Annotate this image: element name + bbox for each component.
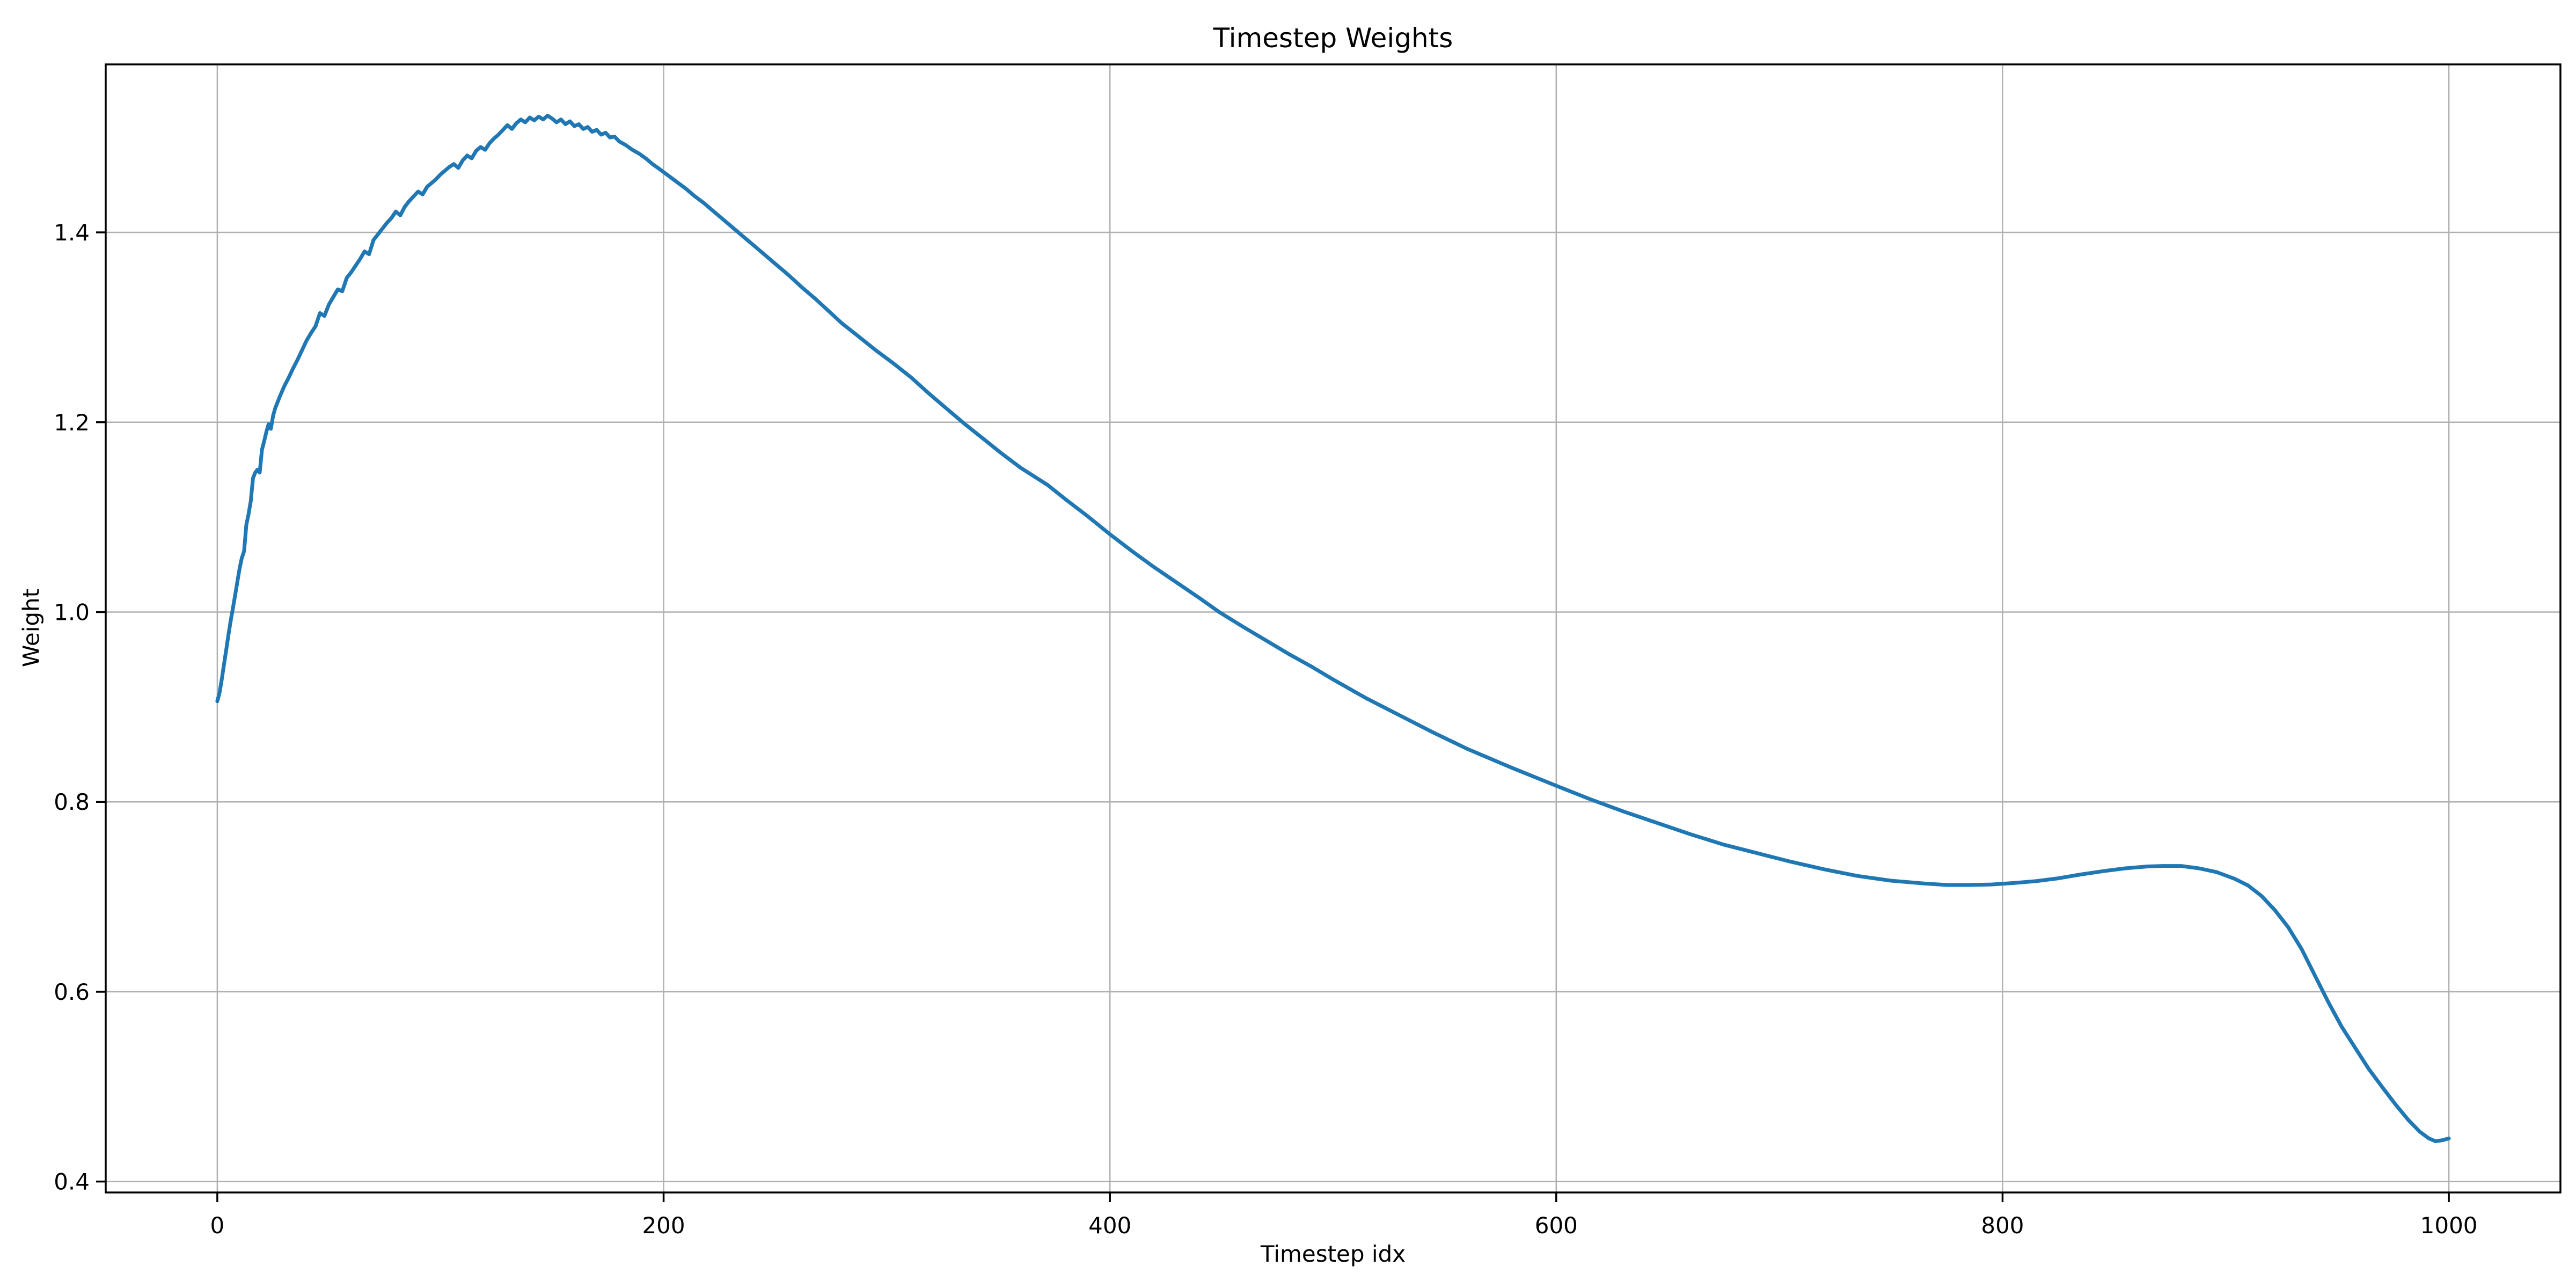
x-tick-label: 800 (1981, 1212, 2024, 1239)
x-tick-label: 600 (1535, 1212, 1578, 1239)
y-tick-label: 1.4 (54, 219, 90, 246)
weight-series-line (215, 114, 2451, 1143)
x-axis-label: Timestep idx (1260, 1241, 1406, 1267)
x-tick-label: 1000 (2420, 1212, 2478, 1239)
plot-border (105, 63, 2562, 1194)
y-tick-label: 1.2 (54, 409, 90, 436)
y-tick-label: 0.6 (54, 979, 90, 1005)
x-tick-label: 400 (1088, 1212, 1131, 1239)
y-axis-label: Weight (18, 588, 45, 668)
y-tick-label: 0.8 (54, 789, 90, 815)
x-tick-label: 0 (210, 1212, 225, 1239)
chart-title: Timestep Weights (1213, 23, 1453, 54)
y-tick-label: 0.4 (54, 1169, 90, 1195)
x-tick-label: 200 (642, 1212, 685, 1239)
y-tick-label: 1.0 (54, 599, 90, 625)
